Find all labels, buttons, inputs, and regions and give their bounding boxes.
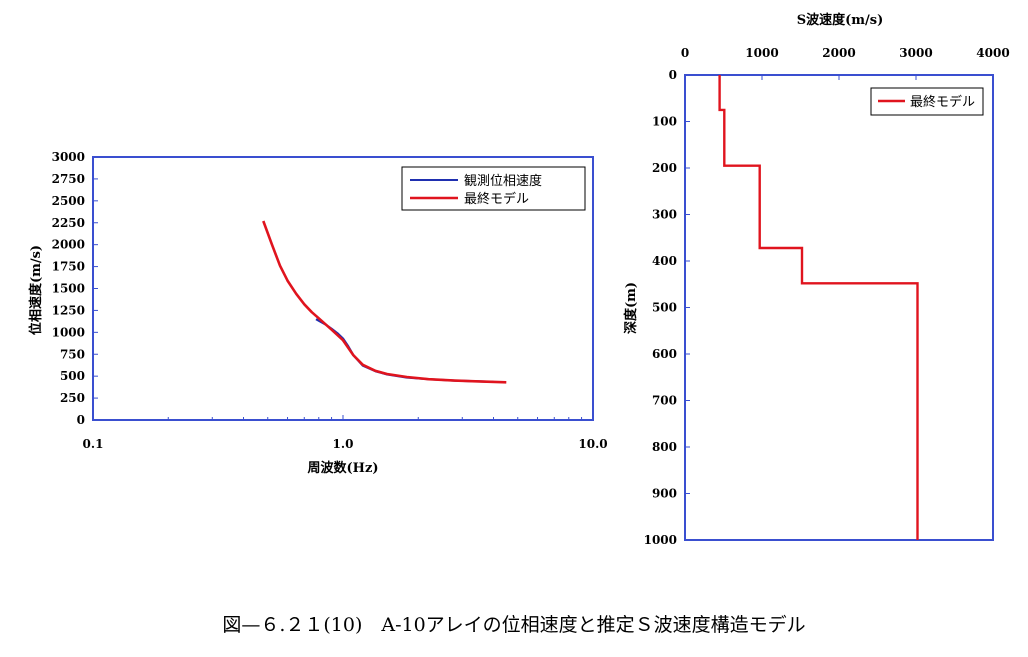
left-y-tick-label: 3000	[52, 150, 85, 164]
left-y-tick-label: 1500	[52, 282, 85, 296]
left-y-tick-label: 250	[60, 391, 85, 405]
right-plot-frame	[684, 74, 994, 541]
left-legend-label-observed: 観測位相速度	[464, 173, 542, 189]
left-x-tick-label: 10.0	[578, 437, 607, 451]
right-y-tick-label: 100	[652, 115, 677, 129]
left-y-tick-label: 1250	[52, 303, 85, 317]
right-y-tick-label: 700	[652, 394, 677, 408]
right-ticks: 0 1000 2000 3000 4000 0 100 200 300 400 500 600 700 8…	[644, 46, 1010, 547]
right-series	[718, 75, 919, 540]
velocity-profile-chart: S波速度(m/s) 0 1000 2000 3000 4000 0 100 200 300 400…	[623, 12, 1010, 547]
right-y-tick-label: 800	[652, 440, 677, 454]
right-y-tick-label: 600	[652, 347, 677, 361]
right-y-tick-label: 400	[652, 254, 677, 268]
right-y-tick-label: 300	[652, 208, 677, 222]
right-x-tick-label: 0	[681, 46, 689, 60]
left-legend-label-final: 最終モデル	[464, 191, 529, 207]
left-y-tick-label: 1750	[52, 260, 85, 274]
left-x-tick-label: 1.0	[333, 437, 354, 451]
right-x-tick-label: 4000	[976, 46, 1009, 60]
right-legend: 最終モデル	[870, 87, 984, 116]
left-y-tick-label: 0	[77, 413, 85, 427]
right-y-tick-label: 1000	[644, 533, 677, 547]
left-y-tick-label: 1000	[52, 325, 85, 339]
right-y-tick-label: 900	[652, 487, 677, 501]
left-y-tick-label: 2250	[52, 216, 85, 230]
velocity-profile-line	[718, 75, 919, 540]
right-x-tick-label: 3000	[899, 46, 932, 60]
right-y-tick-label: 0	[669, 68, 677, 82]
left-legend-box	[401, 166, 586, 211]
right-legend-label-final: 最終モデル	[910, 94, 975, 110]
right-x-tick-label: 2000	[822, 46, 855, 60]
right-x-tick-label: 1000	[745, 46, 778, 60]
left-x-axis-label: 周波数(Hz)	[308, 460, 379, 476]
left-y-tick-label: 2500	[52, 194, 85, 208]
right-y-tick-label: 500	[652, 301, 677, 315]
left-legend: 観測位相速度 最終モデル	[401, 166, 586, 211]
left-y-tick-label: 2000	[52, 238, 85, 252]
left-x-tick-label: 0.1	[83, 437, 104, 451]
final-model-line	[262, 220, 507, 384]
right-y-axis-label: 深度(m)	[623, 282, 639, 334]
right-chart-title: S波速度(m/s)	[797, 12, 884, 28]
left-ticks: 0 250 500 750 1000 1250 1500 1750 2000 2250 2500 27…	[52, 150, 608, 451]
left-y-tick-label: 750	[60, 347, 85, 361]
figure-caption: 図—６.２１(10) A-10アレイの位相速度と推定Ｓ波速度構造モデル	[222, 614, 806, 636]
left-series	[262, 220, 507, 384]
right-y-tick-label: 200	[652, 161, 677, 175]
dispersion-chart: 0 250 500 750 1000 1250 1500 1750 2000 2250 2500 27…	[28, 150, 608, 476]
left-y-tick-label: 2750	[52, 172, 85, 186]
left-y-axis-label: 位相速度(m/s)	[28, 245, 44, 335]
left-y-tick-label: 500	[60, 369, 85, 383]
